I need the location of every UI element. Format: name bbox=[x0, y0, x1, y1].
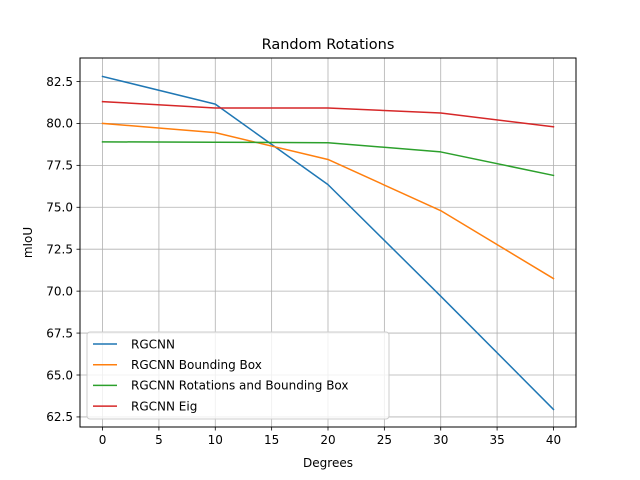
y-tick-label: 72.5 bbox=[46, 243, 73, 257]
y-tick-label: 77.5 bbox=[46, 159, 73, 173]
legend-label: RGCNN Eig bbox=[131, 399, 197, 413]
x-tick-label: 20 bbox=[320, 433, 335, 447]
x-tick-label: 40 bbox=[546, 433, 561, 447]
x-tick-label: 0 bbox=[99, 433, 107, 447]
x-axis-ticks: 0 5 10 15 20 25 30 35 40 bbox=[99, 427, 561, 447]
x-tick-label: 35 bbox=[489, 433, 504, 447]
series-lines bbox=[101, 75, 555, 411]
y-tick-label: 75.0 bbox=[46, 201, 73, 215]
x-axis-label: Degrees bbox=[303, 456, 353, 470]
series-line bbox=[101, 141, 555, 177]
y-tick-label: 65.0 bbox=[46, 368, 73, 382]
legend-label: RGCNN Bounding Box bbox=[131, 358, 262, 372]
x-tick-label: 30 bbox=[433, 433, 448, 447]
legend-label: RGCNN bbox=[131, 337, 175, 351]
x-tick-label: 25 bbox=[377, 433, 392, 447]
y-tick-label: 82.5 bbox=[46, 75, 73, 89]
y-axis-ticks: 62.5 65.0 67.5 70.0 72.5 75.0 77.5 80.0 82.5 bbox=[46, 75, 80, 424]
series-line bbox=[101, 100, 555, 128]
legend-label: RGCNN Rotations and Bounding Box bbox=[131, 379, 349, 393]
y-tick-label: 70.0 bbox=[46, 284, 73, 298]
series-line bbox=[101, 75, 555, 411]
x-tick-label: 10 bbox=[208, 433, 223, 447]
legend-box bbox=[86, 331, 390, 420]
x-tick-label: 15 bbox=[264, 433, 279, 447]
series-line bbox=[101, 122, 555, 280]
y-tick-label: 62.5 bbox=[46, 410, 73, 424]
y-axis-label: mIoU bbox=[21, 227, 35, 258]
legend: RGCNN RGCNN Bounding Box RGCNN Rotations a… bbox=[86, 331, 390, 420]
y-tick-label: 80.0 bbox=[46, 117, 73, 131]
y-tick-label: 67.5 bbox=[46, 326, 73, 340]
x-tick-label: 5 bbox=[155, 433, 163, 447]
chart-title: Random Rotations bbox=[262, 37, 395, 53]
